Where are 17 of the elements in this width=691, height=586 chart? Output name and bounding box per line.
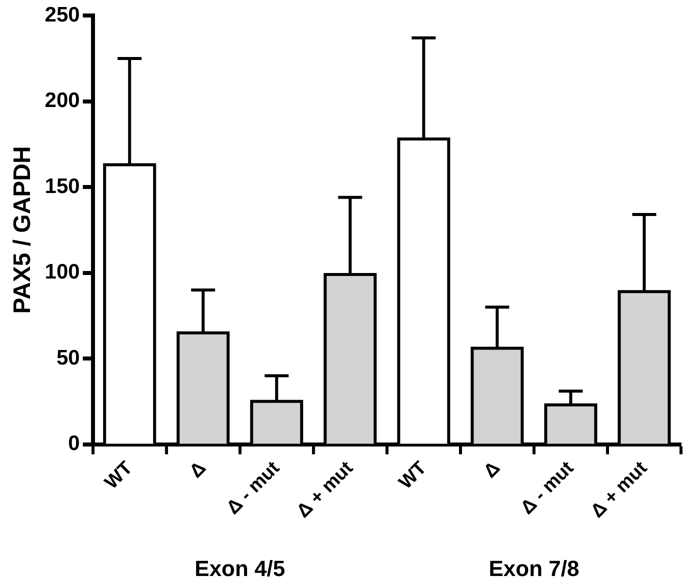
x-tick-label: Δ xyxy=(186,458,210,482)
text: Exon 4/5 xyxy=(194,556,286,581)
y-tick-label: 100 xyxy=(44,260,80,284)
x-tick-label: WT xyxy=(101,457,138,494)
x-tick-label: Δ - mut xyxy=(516,457,578,519)
x-tick-label: Δ xyxy=(480,458,504,482)
y-axis-title: PAX5 / GAPDH xyxy=(9,146,36,314)
x-tick-label: WT xyxy=(395,457,432,494)
y-tick-label: 200 xyxy=(44,89,80,112)
text: Exon 7/8 xyxy=(488,556,580,581)
x-tick-label: Δ - mut xyxy=(222,457,284,519)
x-tick-label: Δ + mut xyxy=(292,457,358,522)
x-tick-label: Δ + mut xyxy=(587,457,652,522)
y-tick-label: 50 xyxy=(56,346,80,370)
y-tick-label: 150 xyxy=(44,174,80,198)
y-tick-label: 250 xyxy=(44,3,80,26)
y-tick-label: 0 xyxy=(68,432,80,456)
